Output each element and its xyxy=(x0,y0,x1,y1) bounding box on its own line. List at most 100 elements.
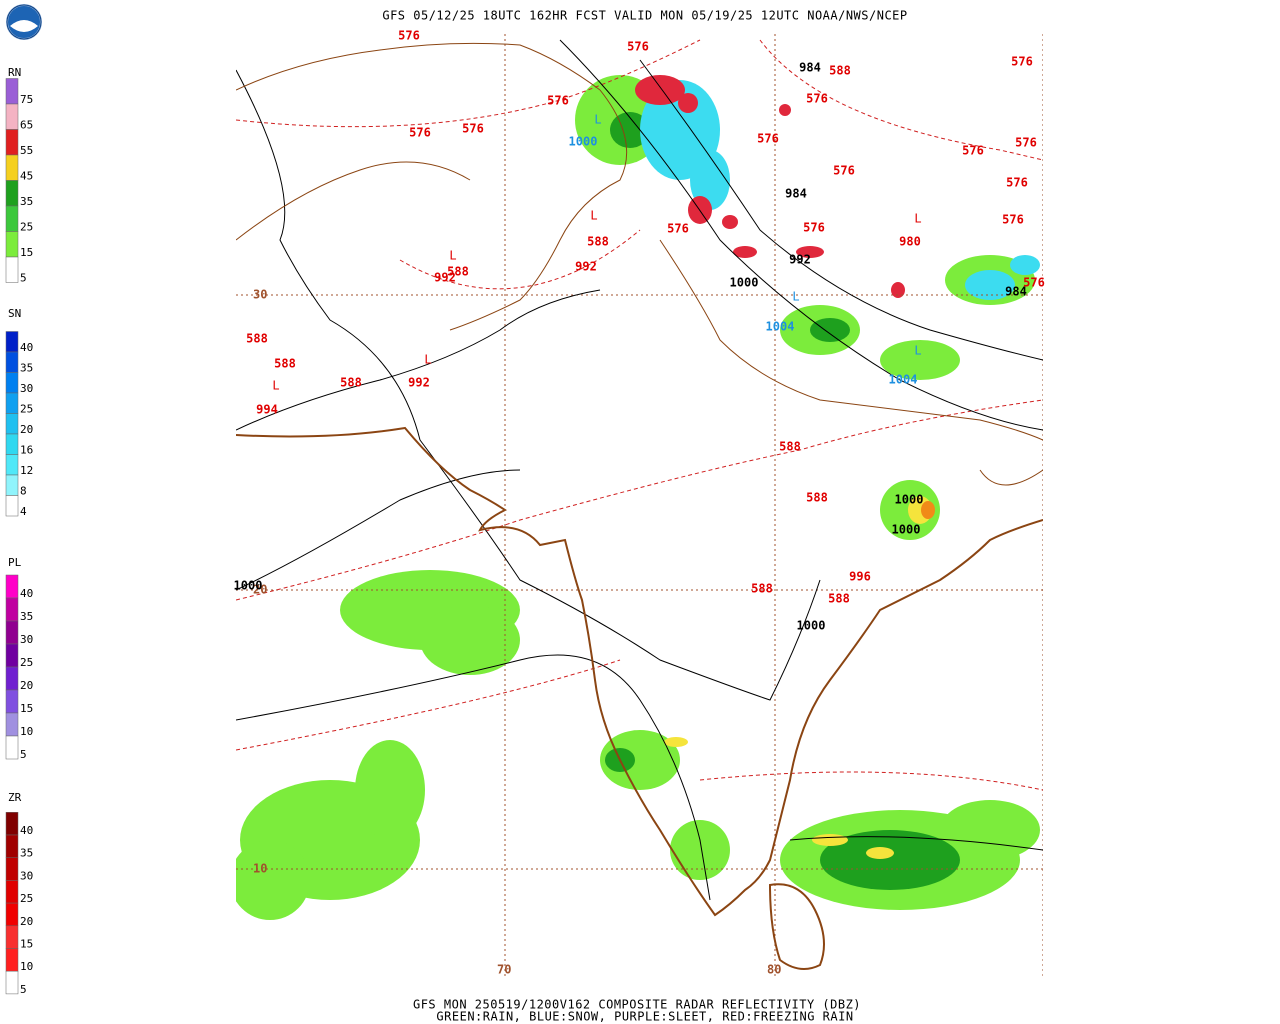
legend-swatch xyxy=(5,474,19,496)
legend-swatch xyxy=(5,256,19,283)
legend-level: 55 xyxy=(20,144,33,157)
contour-label: 1000 xyxy=(234,579,263,593)
footer-line: GFS MON 250519/1200V162 COMPOSITE RADAR … xyxy=(413,998,861,1012)
legend-swatch xyxy=(5,970,19,995)
rain-area-heavy xyxy=(605,112,960,890)
legend-level: 25 xyxy=(20,892,33,905)
low-pressure-marker: L xyxy=(594,113,601,127)
legend-swatch xyxy=(5,880,19,904)
contour-label: 576 xyxy=(1002,213,1024,227)
contour-label: 992 xyxy=(434,271,456,285)
contour-label: 588 xyxy=(779,440,801,454)
legend-level: 10 xyxy=(20,960,33,973)
legend-level: 20 xyxy=(20,423,33,436)
legend-swatch xyxy=(5,689,19,714)
contour-label: 588 xyxy=(447,265,469,279)
header-title: GFS 05/12/25 18UTC 162HR FCST VALID MON … xyxy=(382,9,907,23)
legend-level: 15 xyxy=(20,702,33,715)
contour-label: 588 xyxy=(751,582,773,596)
contour-label: 984 xyxy=(799,61,821,75)
legend-swatch xyxy=(5,180,19,207)
legend-swatch xyxy=(5,231,19,258)
contour-label: 576 xyxy=(547,94,569,108)
legend-swatch xyxy=(5,495,19,517)
legend-level: 35 xyxy=(20,610,33,623)
legend-swatch xyxy=(5,103,19,130)
contour-label: 576 xyxy=(627,40,649,54)
legend-level: 45 xyxy=(20,170,33,183)
legend-level: 5 xyxy=(20,272,27,285)
legend-level: 10 xyxy=(20,725,33,738)
legend-swatch xyxy=(5,812,19,836)
legend-swatch xyxy=(5,902,19,927)
low-pressure-marker: L xyxy=(590,209,597,223)
low-pressure-marker: L xyxy=(914,344,921,358)
contour-label: 1004 xyxy=(766,320,795,334)
legend-level: 5 xyxy=(20,748,27,761)
legend-level: 40 xyxy=(20,341,33,354)
contour-label: 576 xyxy=(757,132,779,146)
contour-label: 588 xyxy=(246,332,268,346)
legend-level: 4 xyxy=(20,505,27,518)
legend-level: 25 xyxy=(20,221,33,234)
contour-label: 576 xyxy=(833,164,855,178)
legend-level: 20 xyxy=(20,915,33,928)
low-pressure-marker: L xyxy=(914,212,921,226)
contour-label: 1000 xyxy=(797,619,826,633)
legend-level: 65 xyxy=(20,119,33,132)
legend-level: 25 xyxy=(20,403,33,416)
legend-level: 12 xyxy=(20,464,33,477)
thickness-contour xyxy=(236,39,1043,791)
legend-level: 30 xyxy=(20,869,33,882)
pressure-contour xyxy=(236,39,1043,901)
contour-label: 1000 xyxy=(895,493,924,507)
contour-label: 588 xyxy=(340,376,362,390)
contour-label: 980 xyxy=(899,235,921,249)
contour-label: 576 xyxy=(1011,55,1033,69)
contour-label: 576 xyxy=(1015,136,1037,150)
legend-swatch xyxy=(5,834,19,858)
contour-label: 984 xyxy=(1005,285,1027,299)
contour-label: 576 xyxy=(962,144,984,158)
contour-label: 1000 xyxy=(892,523,921,537)
legend-level: 30 xyxy=(20,382,33,395)
legend-level: 30 xyxy=(20,633,33,646)
contour-label: 576 xyxy=(1006,176,1028,190)
legend-swatch xyxy=(5,454,19,476)
legend-level: 40 xyxy=(20,824,33,837)
coastline xyxy=(236,426,1043,970)
legend-level: 25 xyxy=(20,656,33,669)
legend-level: 20 xyxy=(20,679,33,692)
legend-swatch xyxy=(5,351,19,373)
legend-swatch xyxy=(5,620,19,645)
low-pressure-marker: L xyxy=(792,290,799,304)
legend-title: SN xyxy=(8,307,21,320)
legend-swatch xyxy=(5,735,19,760)
legend-swatch xyxy=(5,331,19,353)
contour-label: 984 xyxy=(785,187,807,201)
contour-label: 1004 xyxy=(889,373,918,387)
legend-level: 15 xyxy=(20,938,33,951)
longitude-label: 80 xyxy=(767,963,781,977)
contour-label: 1000 xyxy=(730,276,759,290)
rain-area-orange xyxy=(921,501,935,519)
contour-label: 588 xyxy=(828,592,850,606)
contour-label: 576 xyxy=(803,221,825,235)
legend-level: 75 xyxy=(20,93,33,106)
contour-label: 588 xyxy=(806,491,828,505)
contour-label: 576 xyxy=(1023,276,1045,290)
legend-swatch xyxy=(5,413,19,435)
footer-line: GREEN:RAIN, BLUE:SNOW, PURPLE:SLEET, RED… xyxy=(436,1010,853,1024)
legend-level: 15 xyxy=(20,246,33,259)
legend-swatch xyxy=(5,857,19,881)
contour-label: 576 xyxy=(806,92,828,106)
contour-label: 996 xyxy=(849,570,871,584)
legend-swatch xyxy=(5,392,19,414)
contour-label: 588 xyxy=(587,235,609,249)
legend-level: 8 xyxy=(20,485,27,498)
legend-title: RN xyxy=(8,66,21,79)
contour-label: 992 xyxy=(408,376,430,390)
legend-swatch xyxy=(5,925,19,949)
